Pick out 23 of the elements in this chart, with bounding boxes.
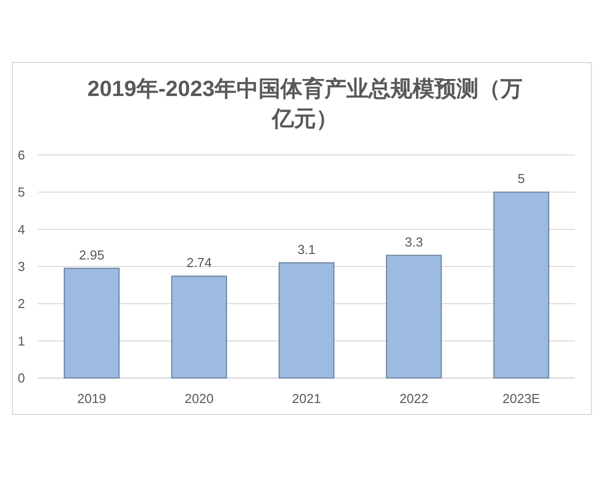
data-label: 5 [518, 171, 525, 186]
bar [493, 192, 550, 379]
chart-title: 2019年-2023年中国体育产业总规模预测（万亿元） [86, 75, 524, 133]
bar [278, 262, 334, 379]
bar [64, 268, 120, 379]
y-tick-label: 2 [18, 296, 25, 312]
x-tick-label: 2021 [292, 391, 321, 406]
x-tick-label: 2020 [184, 391, 214, 406]
data-label: 3.3 [404, 234, 423, 250]
x-tick-label: 2022 [399, 391, 428, 406]
y-tick-label: 6 [18, 148, 25, 162]
y-tick-label: 4 [18, 222, 25, 237]
y-tick-label: 1 [18, 333, 25, 348]
bar [386, 254, 442, 379]
y-tick-label: 5 [18, 184, 25, 200]
y-tick-label: 0 [18, 370, 25, 386]
data-label: 2.74 [186, 255, 212, 270]
bar [171, 276, 228, 379]
data-label: 3.1 [297, 242, 316, 257]
x-tick-label: 2023E [502, 391, 540, 406]
data-label: 2.95 [79, 247, 104, 262]
x-tick-label: 2019 [77, 391, 106, 406]
y-tick-label: 3 [18, 259, 25, 274]
